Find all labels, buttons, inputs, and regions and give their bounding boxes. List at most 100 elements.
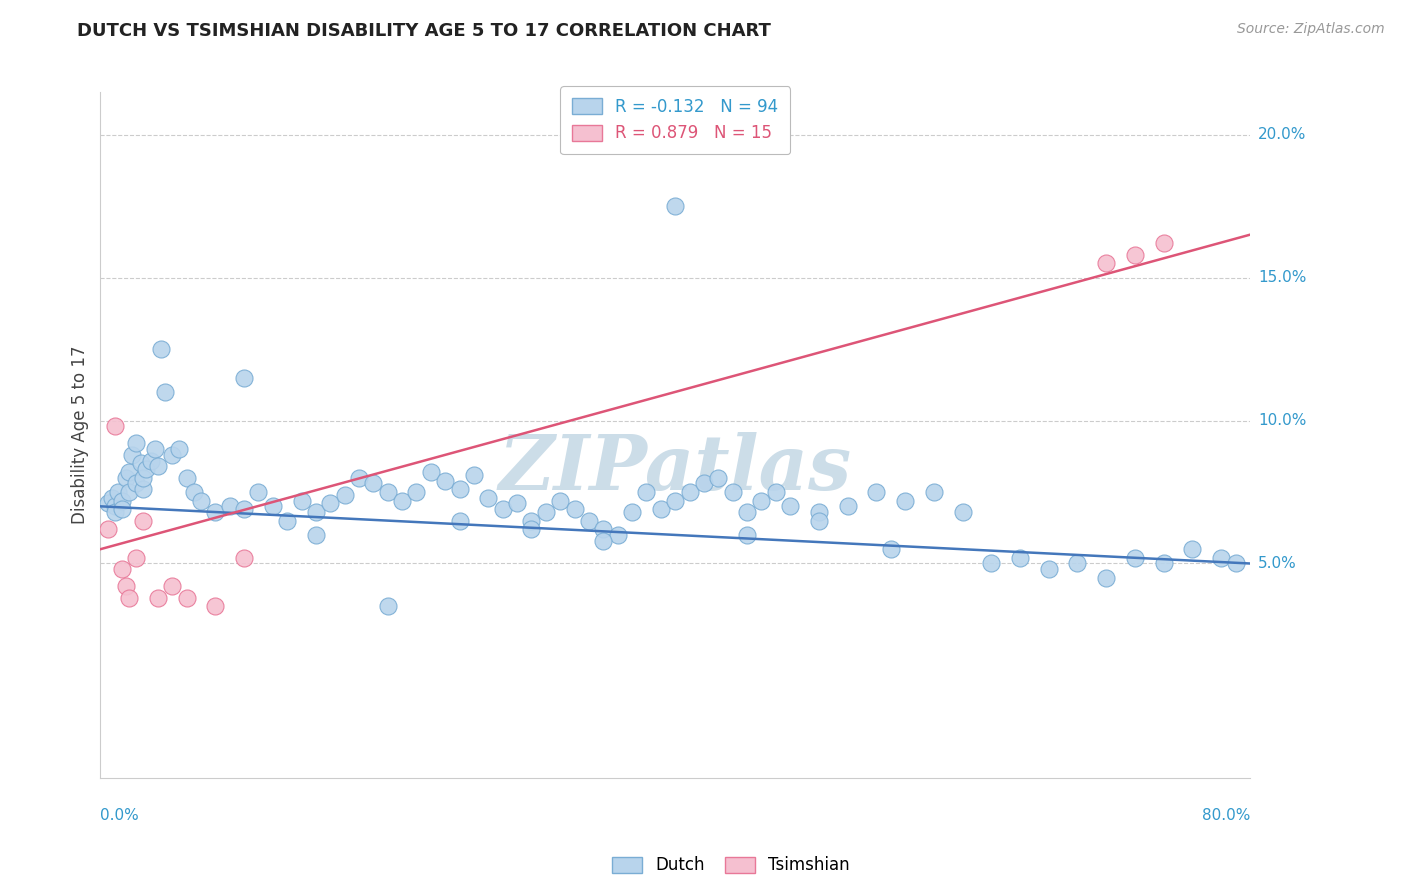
Point <box>879 542 901 557</box>
Point <box>636 485 658 500</box>
Point <box>305 528 328 542</box>
Point <box>1211 550 1233 565</box>
Point <box>1225 557 1247 571</box>
Point <box>606 528 628 542</box>
Point <box>290 493 312 508</box>
Point <box>104 419 127 434</box>
Point <box>548 493 571 508</box>
Point <box>391 493 413 508</box>
Point <box>104 505 127 519</box>
Point <box>564 502 586 516</box>
Point <box>592 522 614 536</box>
Point <box>592 533 614 548</box>
Point <box>578 514 600 528</box>
Point <box>520 522 543 536</box>
Text: 20.0%: 20.0% <box>1258 128 1306 142</box>
Point <box>449 482 471 496</box>
Point <box>1038 562 1060 576</box>
Point <box>96 522 118 536</box>
Point <box>233 550 256 565</box>
Point <box>233 502 256 516</box>
Point <box>520 514 543 528</box>
Point <box>765 485 787 500</box>
Point <box>107 485 129 500</box>
Point <box>865 485 887 500</box>
Point <box>319 496 342 510</box>
Point <box>735 528 758 542</box>
Text: DUTCH VS TSIMSHIAN DISABILITY AGE 5 TO 17 CORRELATION CHART: DUTCH VS TSIMSHIAN DISABILITY AGE 5 TO 1… <box>77 22 772 40</box>
Point <box>118 485 141 500</box>
Point <box>377 485 399 500</box>
Point <box>419 465 441 479</box>
Point <box>132 514 155 528</box>
Point <box>143 442 166 457</box>
Point <box>922 485 945 500</box>
Point <box>534 505 557 519</box>
Y-axis label: Disability Age 5 to 17: Disability Age 5 to 17 <box>72 345 89 524</box>
Point <box>160 579 183 593</box>
Point <box>333 488 356 502</box>
Point <box>233 370 256 384</box>
Legend: Dutch, Tsimshian: Dutch, Tsimshian <box>607 851 855 880</box>
Text: 80.0%: 80.0% <box>1202 808 1250 823</box>
Point <box>506 496 529 510</box>
Point <box>132 482 155 496</box>
Point <box>1123 248 1146 262</box>
Point <box>176 471 198 485</box>
Point <box>139 453 162 467</box>
Point <box>664 199 686 213</box>
Point <box>678 485 700 500</box>
Point <box>125 476 148 491</box>
Point <box>111 493 134 508</box>
Text: ZIPatlas: ZIPatlas <box>499 432 852 506</box>
Point <box>118 591 141 605</box>
Point <box>204 505 226 519</box>
Point <box>779 500 801 514</box>
Point <box>115 579 138 593</box>
Point <box>707 471 730 485</box>
Point <box>1181 542 1204 557</box>
Point <box>735 505 758 519</box>
Text: 10.0%: 10.0% <box>1258 413 1306 428</box>
Point <box>111 562 134 576</box>
Point <box>751 493 773 508</box>
Point <box>160 448 183 462</box>
Point <box>149 342 172 356</box>
Point <box>449 514 471 528</box>
Point <box>135 462 157 476</box>
Point <box>118 465 141 479</box>
Point <box>621 505 644 519</box>
Point <box>721 485 744 500</box>
Point <box>837 500 859 514</box>
Point <box>121 448 143 462</box>
Point <box>1008 550 1031 565</box>
Point <box>807 505 830 519</box>
Point <box>218 500 240 514</box>
Point <box>1153 557 1175 571</box>
Point <box>104 500 127 514</box>
Point <box>111 502 134 516</box>
Point <box>664 493 686 508</box>
Text: 5.0%: 5.0% <box>1258 556 1296 571</box>
Point <box>115 471 138 485</box>
Point <box>952 505 974 519</box>
Point <box>405 485 427 500</box>
Point <box>132 471 155 485</box>
Point <box>125 436 148 450</box>
Point <box>125 550 148 565</box>
Point <box>176 591 198 605</box>
Point <box>169 442 191 457</box>
Point <box>650 502 672 516</box>
Point <box>1095 256 1118 270</box>
Point <box>894 493 917 508</box>
Point <box>146 459 169 474</box>
Point <box>247 485 270 500</box>
Point <box>153 384 176 399</box>
Point <box>363 476 385 491</box>
Legend: R = -0.132   N = 94, R = 0.879   N = 15: R = -0.132 N = 94, R = 0.879 N = 15 <box>560 87 790 154</box>
Point <box>262 500 284 514</box>
Point <box>204 599 226 614</box>
Point <box>183 485 205 500</box>
Point <box>1123 550 1146 565</box>
Point <box>693 476 716 491</box>
